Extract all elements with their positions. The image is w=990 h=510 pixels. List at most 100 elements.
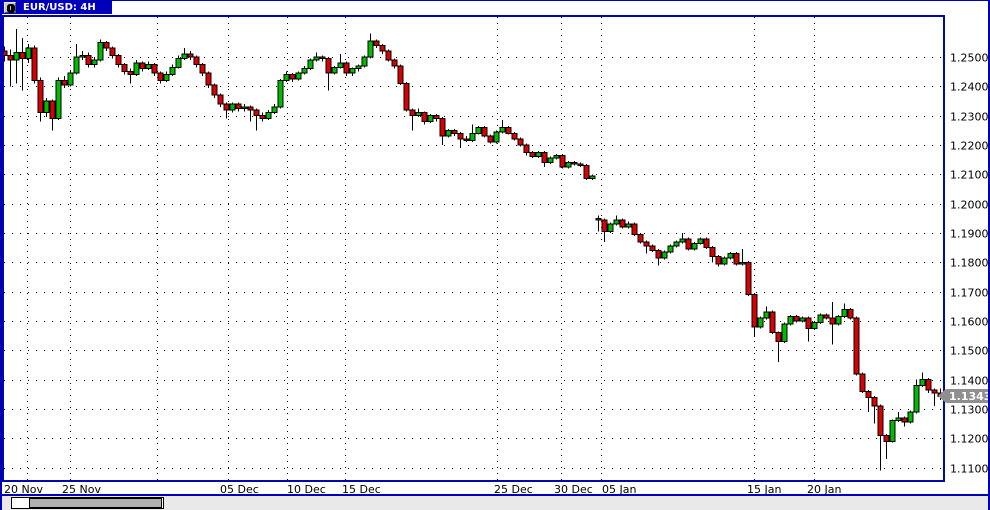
candle-down: [877, 405, 884, 436]
candle-down: [925, 379, 932, 391]
candlestick-chart-icon[interactable]: [4, 2, 16, 13]
x-axis-label: 15 Jan: [747, 483, 781, 496]
candle-up: [79, 55, 86, 58]
candle-up: [727, 253, 734, 259]
candle-up: [67, 72, 74, 86]
candle-up: [673, 241, 680, 247]
candle-down: [451, 129, 458, 134]
candle-up: [667, 245, 674, 253]
candle-up: [277, 79, 284, 108]
candle-down: [631, 223, 638, 235]
candle-down: [745, 261, 752, 296]
candle-up: [499, 126, 506, 133]
candle-down: [85, 55, 92, 65]
candle-down: [223, 103, 230, 111]
candle-up: [97, 41, 104, 61]
candle-down: [373, 40, 380, 46]
y-axis-label: 1.19000: [950, 228, 990, 241]
chart-title: EUR/USD: 4H: [23, 2, 96, 13]
candle-down: [703, 238, 710, 249]
candle-up: [55, 79, 62, 120]
plot-frame: [2, 15, 945, 482]
y-axis-label: 1.23000: [950, 111, 990, 124]
candle-down: [49, 100, 56, 120]
candle-up: [535, 151, 542, 158]
x-axis-label: 15 Dec: [342, 483, 381, 496]
candle-down: [655, 250, 662, 259]
candle-down: [595, 217, 602, 221]
candle-down: [559, 154, 566, 168]
candle-down: [511, 132, 518, 140]
candle-down: [847, 308, 854, 319]
candle-up: [181, 53, 188, 59]
candle-up: [229, 103, 236, 111]
candle-up: [145, 63, 152, 70]
y-axis-label: 1.18000: [950, 257, 990, 270]
candle-down: [61, 79, 68, 86]
x-axis-label: 10 Dec: [287, 483, 326, 496]
candle-up: [415, 112, 422, 117]
candle-down: [577, 163, 584, 167]
x-axis-label: 20 Jan: [807, 483, 841, 496]
chart-title-bar[interactable]: EUR/USD: 4H: [2, 1, 112, 14]
candle-down: [7, 55, 14, 61]
candle-up: [763, 311, 770, 319]
candle-down: [751, 294, 758, 328]
candle-down: [31, 47, 38, 81]
candle-down: [715, 255, 722, 265]
candle-down: [457, 132, 464, 140]
candle-glyph: [7, 4, 15, 13]
candle-up: [811, 321, 818, 329]
price-badge: [946, 389, 988, 403]
y-axis-label: 1.16000: [950, 316, 990, 329]
candle-down: [649, 245, 656, 252]
candle-up: [913, 385, 920, 413]
candle-up: [589, 175, 596, 180]
candle-up: [175, 57, 182, 68]
candle-down: [421, 112, 428, 123]
candle-down: [601, 219, 608, 233]
candle-down: [529, 151, 536, 158]
candle-down: [823, 314, 830, 319]
candle-up: [721, 257, 728, 265]
candle-down: [127, 71, 134, 76]
candle-down: [685, 238, 692, 250]
x-axis-label: 05 Dec: [220, 483, 259, 496]
candle-down: [775, 332, 782, 343]
candle-down: [505, 126, 512, 134]
candle-up: [817, 314, 824, 323]
candle-down: [619, 219, 626, 228]
candle-down: [637, 233, 644, 243]
candle-down: [319, 56, 326, 59]
scrollbar-strip: [2, 496, 988, 510]
candle-up: [337, 62, 344, 68]
candle-up: [661, 251, 668, 259]
candle-down: [139, 62, 146, 70]
candle-down: [289, 74, 296, 80]
candle-up: [73, 56, 80, 74]
candle-up: [613, 219, 620, 225]
candle-down: [463, 138, 470, 142]
candle-up: [361, 56, 368, 67]
candle-up: [607, 223, 614, 233]
candle-down: [199, 63, 206, 74]
candle-up: [349, 68, 356, 74]
candle-down: [883, 434, 890, 442]
candle-up: [781, 323, 788, 343]
candle-up: [445, 129, 452, 137]
candle-up: [331, 66, 338, 74]
candle-up: [787, 316, 794, 325]
candle-up: [367, 40, 374, 58]
candle-up: [907, 411, 914, 423]
candle-down: [247, 106, 254, 111]
candle-up: [757, 317, 764, 328]
candle-down: [523, 144, 530, 153]
candle-down: [217, 94, 224, 105]
h-scrollbar-thumb[interactable]: [29, 498, 162, 508]
candle-down: [793, 316, 800, 322]
candle-down: [121, 63, 128, 73]
candle-down: [325, 57, 332, 74]
candle-down: [403, 82, 410, 111]
x-axis-label: 20 Nov: [4, 483, 43, 496]
